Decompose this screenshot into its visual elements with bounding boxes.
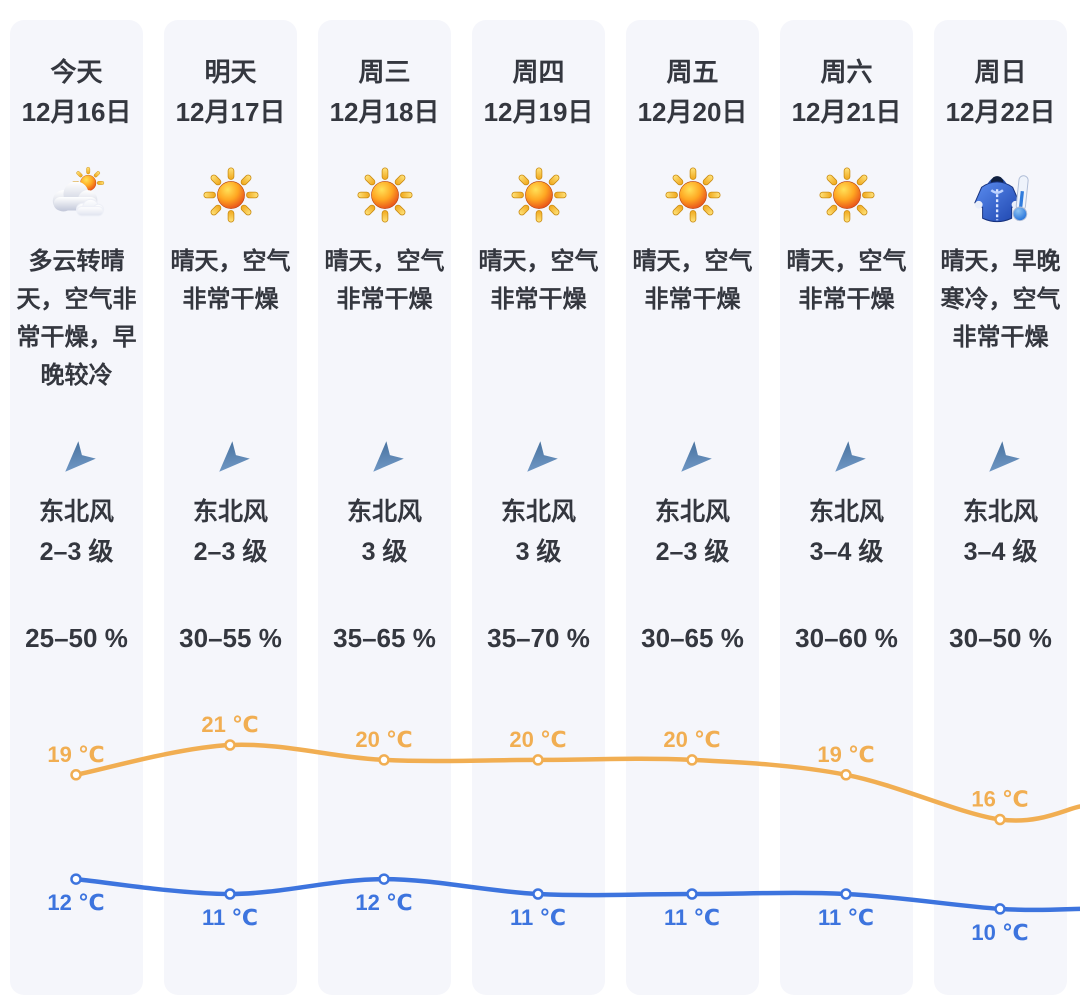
day-date: 12月16日 <box>21 97 132 127</box>
weather-icon-slot <box>780 163 913 227</box>
day-date: 12月22日 <box>945 97 1056 127</box>
sunny-icon <box>664 167 721 223</box>
wind-level: 2–3 级 <box>655 538 730 566</box>
day-date: 12月18日 <box>329 97 440 127</box>
wind-icon-slot <box>780 440 913 480</box>
forecast-day-card[interactable]: 周三 12月18日 <box>318 20 451 995</box>
sunny-icon <box>202 167 259 223</box>
day-name: 周日 <box>974 57 1027 87</box>
humidity-range: 25–50 % <box>25 623 128 653</box>
humidity-range: 30–65 % <box>641 623 744 653</box>
day-date: 12月17日 <box>175 97 286 127</box>
wind-icon-slot <box>934 440 1067 480</box>
day-name: 明天 <box>204 57 257 87</box>
forecast-cards-row: 今天 12月16日 <box>10 20 1067 995</box>
weather-icon-slot <box>626 163 759 227</box>
wind-icon-slot <box>164 440 297 480</box>
humidity-range: 30–60 % <box>795 623 898 653</box>
wind-direction-arrow-icon <box>988 441 1020 472</box>
wind-direction: 东北风 <box>38 498 114 526</box>
forecast-day-card[interactable]: 周四 12月19日 <box>472 20 605 995</box>
forecast-day-card[interactable]: 周六 12月21日 <box>780 20 913 995</box>
wind-direction-arrow-icon <box>218 441 250 472</box>
wind-level: 3–4 级 <box>963 538 1038 566</box>
weather-description: 晴天，空气非常干燥 <box>170 248 291 313</box>
wind-direction: 东北风 <box>346 498 422 526</box>
sunny-icon <box>356 167 413 223</box>
humidity-range: 35–70 % <box>487 623 590 653</box>
weather-icon-slot <box>472 163 605 227</box>
wind-icon-slot <box>318 440 451 480</box>
wind-direction-arrow-icon <box>680 441 712 472</box>
weather-icon-slot <box>10 163 143 227</box>
weather-description: 多云转晴天，空气非常干燥，早晚较冷 <box>16 248 137 389</box>
wind-direction: 东北风 <box>962 498 1038 526</box>
wind-direction: 东北风 <box>500 498 576 526</box>
weather-description: 晴天，空气非常干燥 <box>786 248 907 313</box>
wind-direction: 东北风 <box>654 498 730 526</box>
day-name: 周三 <box>358 57 411 87</box>
wind-direction: 东北风 <box>192 498 268 526</box>
weather-description: 晴天，空气非常干燥 <box>478 248 599 313</box>
wind-icon-slot <box>626 440 759 480</box>
wind-level: 3–4 级 <box>809 538 884 566</box>
humidity-range: 30–50 % <box>949 623 1052 653</box>
day-name: 周六 <box>820 57 873 87</box>
partly-cloudy-icon <box>52 166 104 217</box>
day-date: 12月20日 <box>637 97 748 127</box>
humidity-range: 30–55 % <box>179 623 282 653</box>
sunny-icon <box>510 167 567 223</box>
wind-icon-slot <box>10 440 143 480</box>
weather-icon-slot <box>318 163 451 227</box>
wind-direction-arrow-icon <box>64 441 96 472</box>
forecast-day-card[interactable]: 周日 12月22日 <box>934 20 1067 995</box>
wind-level: 3 级 <box>361 538 408 566</box>
forecast-day-card[interactable]: 今天 12月16日 <box>10 20 143 995</box>
weather-description: 晴天，早晚寒冷，空气非常干燥 <box>940 248 1061 351</box>
weather-description: 晴天，空气非常干燥 <box>324 248 445 313</box>
day-date: 12月21日 <box>791 97 902 127</box>
humidity-range: 35–65 % <box>333 623 436 653</box>
wind-direction-arrow-icon <box>834 441 866 472</box>
wind-level: 3 级 <box>515 538 562 566</box>
weather-icon-slot <box>164 163 297 227</box>
day-name: 周四 <box>512 57 565 87</box>
wind-level: 2–3 级 <box>39 538 114 566</box>
wind-icon-slot <box>472 440 605 480</box>
wind-level: 2–3 级 <box>193 538 268 566</box>
wind-direction-arrow-icon <box>372 441 404 472</box>
day-date: 12月19日 <box>483 97 594 127</box>
sunny-icon <box>818 167 875 223</box>
forecast-day-card[interactable]: 周五 12月20日 <box>626 20 759 995</box>
wind-direction: 东北风 <box>808 498 884 526</box>
forecast-day-card[interactable]: 明天 12月17日 <box>164 20 297 995</box>
day-name: 今天 <box>50 57 103 87</box>
weather-icon-slot <box>934 163 1067 227</box>
wind-direction-arrow-icon <box>526 441 558 472</box>
day-name: 周五 <box>666 57 719 87</box>
cold-wear-icon <box>973 175 1029 223</box>
weather-description: 晴天，空气非常干燥 <box>632 248 753 313</box>
